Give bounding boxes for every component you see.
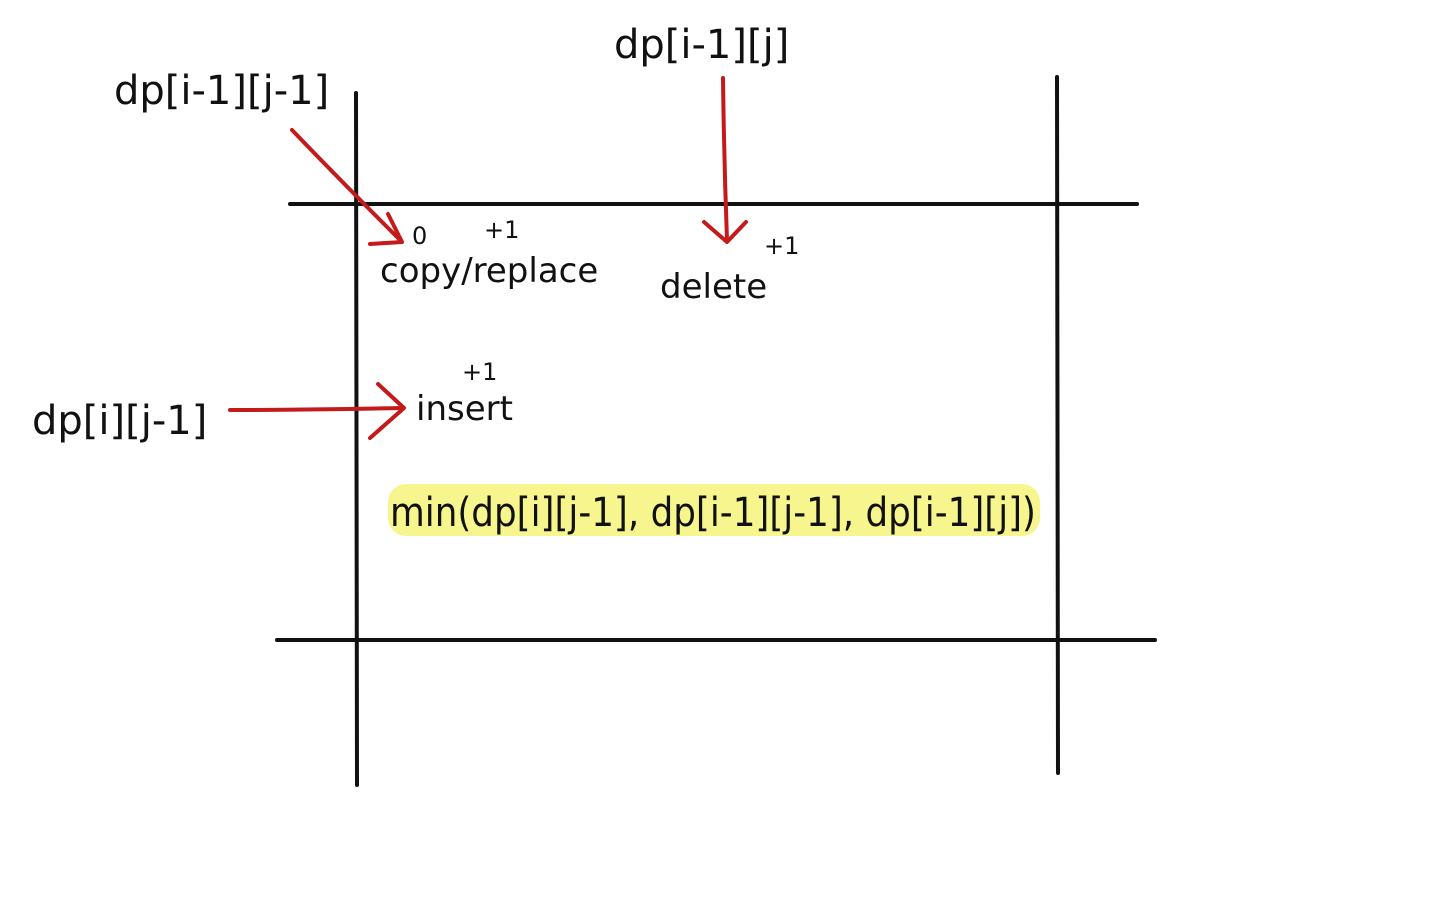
left-arrow: [228, 406, 404, 412]
replace-cost-label: +1: [484, 216, 519, 244]
up-arrowhead: [702, 220, 748, 244]
transition-arrows: [228, 76, 748, 440]
up-source-label: dp[i-1][j]: [614, 22, 789, 68]
diagonal-arrow: [290, 128, 402, 242]
insert-label: insert: [416, 389, 513, 429]
min-formula: min(dp[i][j-1], dp[i-1][j-1], dp[i-1][j]…: [390, 490, 1036, 536]
copy-replace-label: copy/replace: [380, 251, 598, 291]
formula-highlight: [388, 484, 1040, 536]
up-arrow: [721, 76, 729, 242]
grid-lines: [275, 75, 1157, 787]
diagonal-arrowhead: [368, 212, 404, 246]
delete-cost-label: +1: [764, 232, 799, 260]
left-arrowhead: [368, 382, 406, 440]
grid-left-line: [354, 91, 359, 787]
grid-right-line: [1055, 75, 1060, 775]
delete-label: delete: [660, 267, 767, 307]
diagonal-source-label: dp[i-1][j-1]: [114, 68, 329, 114]
left-source-label: dp[i][j-1]: [32, 398, 207, 444]
insert-cost-label: +1: [462, 358, 497, 386]
copy-cost-label: 0: [412, 222, 427, 250]
